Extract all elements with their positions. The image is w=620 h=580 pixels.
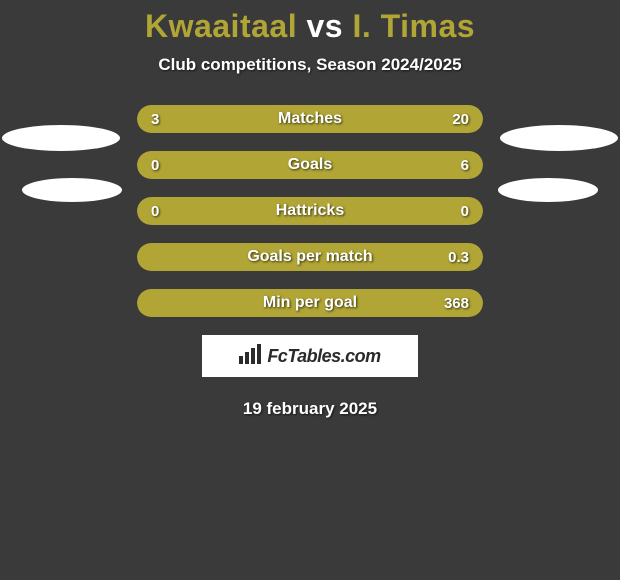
stat-row-min-per-goal: Min per goal 368	[137, 289, 483, 317]
avatar-placeholder-right-2	[498, 178, 598, 202]
stat-label: Hattricks	[137, 197, 483, 225]
stat-row-goals: 0 Goals 6	[137, 151, 483, 179]
stat-rows: 3 Matches 20 0 Goals 6 0 Hattricks 0 Goa…	[137, 105, 483, 317]
player1-name: Kwaaitaal	[145, 8, 297, 44]
date-label: 19 february 2025	[0, 399, 620, 419]
logo-box: FcTables.com	[202, 335, 418, 377]
stat-value-right: 6	[447, 151, 483, 179]
stat-value-right: 368	[430, 289, 483, 317]
stat-value-right: 0	[447, 197, 483, 225]
stat-value-right: 0.3	[434, 243, 483, 271]
avatar-placeholder-left-2	[22, 178, 122, 202]
player2-name: I. Timas	[352, 8, 475, 44]
logo-text: FcTables.com	[267, 346, 380, 367]
stat-row-hattricks: 0 Hattricks 0	[137, 197, 483, 225]
stat-row-goals-per-match: Goals per match 0.3	[137, 243, 483, 271]
avatar-placeholder-left-1	[2, 125, 120, 151]
comparison-card: Kwaaitaal vs I. Timas Club competitions,…	[0, 0, 620, 419]
stat-label: Matches	[137, 105, 483, 133]
vs-separator: vs	[306, 8, 343, 44]
avatar-placeholder-right-1	[500, 125, 618, 151]
chart-bars-icon	[239, 344, 263, 369]
stat-label: Goals	[137, 151, 483, 179]
stat-row-matches: 3 Matches 20	[137, 105, 483, 133]
subtitle: Club competitions, Season 2024/2025	[0, 55, 620, 75]
page-title: Kwaaitaal vs I. Timas	[0, 8, 620, 45]
stat-value-right: 20	[438, 105, 483, 133]
stat-label: Goals per match	[137, 243, 483, 271]
